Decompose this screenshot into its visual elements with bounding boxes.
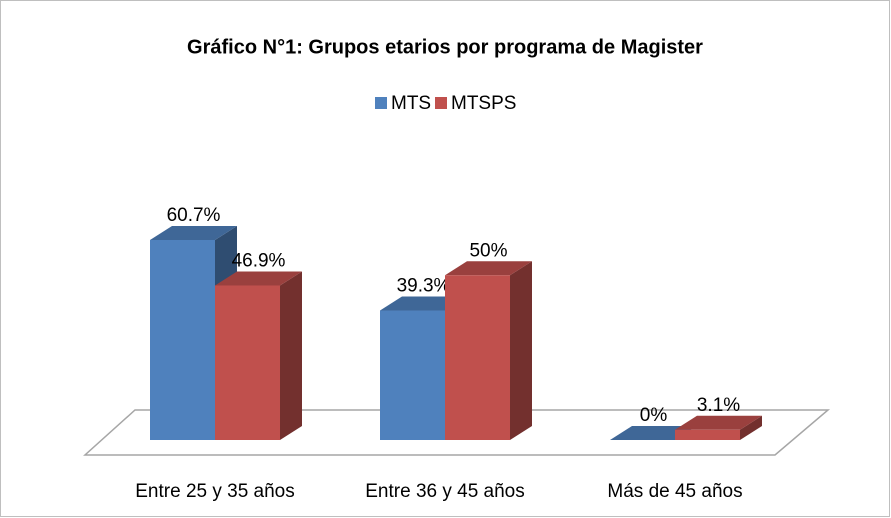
data-label: 39.3% bbox=[397, 276, 451, 297]
x-tick-label: Entre 25 y 35 años bbox=[135, 481, 295, 502]
bar-side bbox=[510, 261, 532, 440]
x-tick-label: Entre 36 y 45 años bbox=[365, 481, 525, 502]
bar-top bbox=[215, 271, 302, 286]
bar-top bbox=[150, 226, 237, 240]
bar bbox=[445, 261, 532, 440]
data-label: 0% bbox=[640, 405, 668, 426]
data-label: 46.9% bbox=[232, 250, 286, 271]
x-tick-label: Más de 45 años bbox=[607, 481, 742, 502]
legend-label: MTSPS bbox=[451, 93, 516, 114]
legend-swatch bbox=[375, 97, 387, 109]
chart-title: Gráfico N°1: Grupos etarios por programa… bbox=[187, 36, 703, 58]
legend-swatch bbox=[435, 97, 447, 109]
bar bbox=[675, 415, 762, 440]
bar-top bbox=[675, 415, 762, 430]
bar-top bbox=[445, 261, 532, 276]
bar bbox=[215, 271, 302, 440]
legend-label: MTS bbox=[391, 93, 431, 114]
bar-front bbox=[380, 310, 445, 440]
data-label: 50% bbox=[469, 240, 507, 261]
bar-side bbox=[280, 271, 302, 440]
data-label: 3.1% bbox=[697, 395, 740, 416]
bar-front bbox=[675, 429, 740, 440]
bar-front bbox=[445, 275, 510, 440]
bar-front bbox=[150, 240, 215, 440]
data-label: 60.7% bbox=[167, 205, 221, 226]
bar-front bbox=[215, 285, 280, 440]
bar-side bbox=[740, 415, 762, 440]
